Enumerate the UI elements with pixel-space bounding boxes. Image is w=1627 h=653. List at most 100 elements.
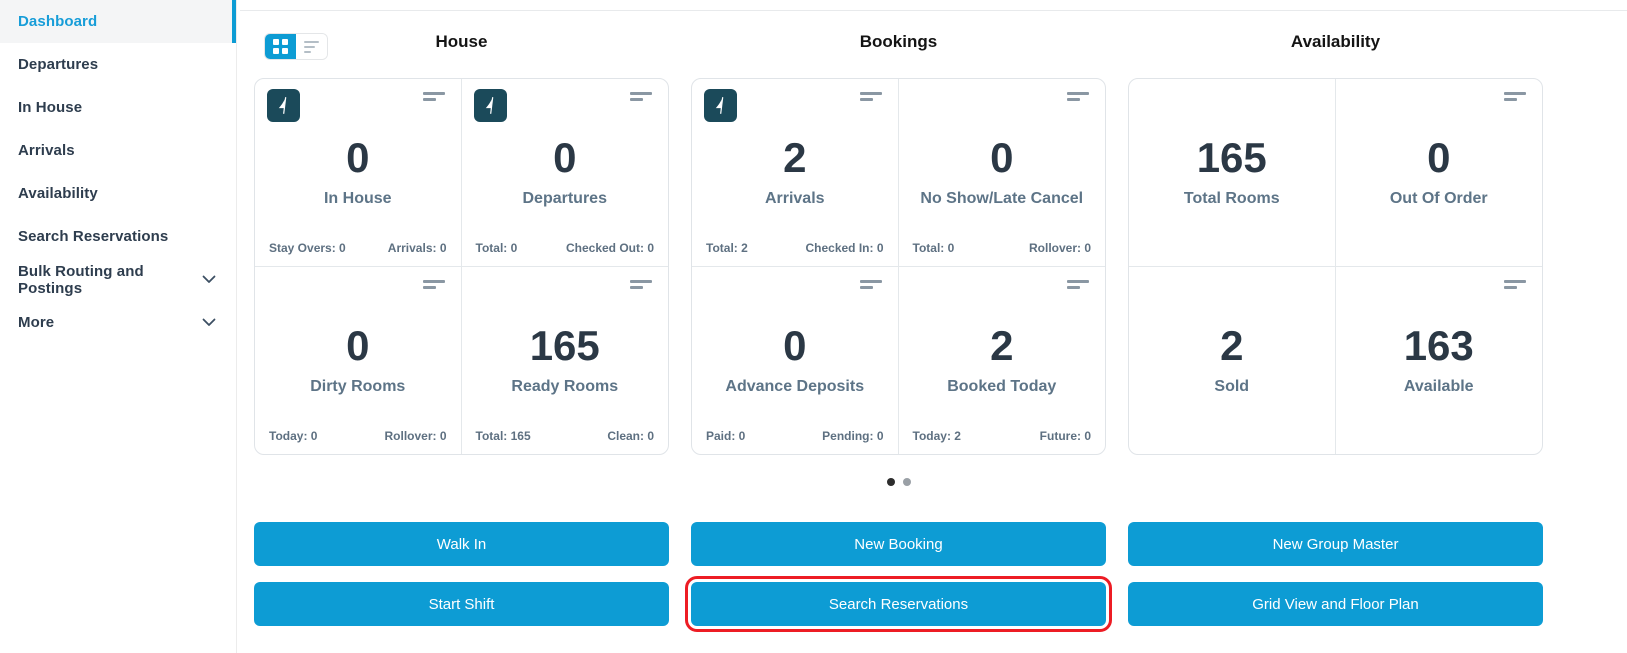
stat-label: Advance Deposits <box>725 377 865 395</box>
new-group-master-button[interactable]: New Group Master <box>1128 522 1543 566</box>
stat-card-ready-rooms[interactable]: 165 Ready Rooms Total: 165 Clean: 0 <box>462 267 669 455</box>
stat-card-arrivals[interactable]: 2 Arrivals Total: 2 Checked In: 0 <box>692 79 899 267</box>
view-mode-toggle <box>265 34 327 59</box>
sidebar-item-search-reservations[interactable]: Search Reservations <box>0 215 236 258</box>
carousel-pagination <box>254 478 1543 486</box>
chevron-down-icon <box>202 318 216 327</box>
brand-logo-icon <box>704 89 737 122</box>
sidebar-item-label: More <box>18 314 55 331</box>
stat-card-footer: Total: 2 Checked In: 0 <box>706 241 884 255</box>
stat-card-footer: Total: 0 Rollover: 0 <box>913 241 1092 255</box>
stat-label: In House <box>323 189 392 207</box>
stat-value: 0 <box>346 321 370 369</box>
stat-label: Out Of Order <box>1389 189 1488 207</box>
stat-card-footer: Total: 0 Checked Out: 0 <box>476 241 655 255</box>
stat-card-footer: Today: 0 Rollover: 0 <box>269 429 447 443</box>
new-booking-button[interactable]: New Booking <box>691 522 1106 566</box>
stat-label: Booked Today <box>947 377 1057 395</box>
section-house: House 0 In House Stay Overs: 0 Arrivals:… <box>254 0 669 455</box>
pagination-dot-1[interactable] <box>886 478 895 486</box>
stat-value: 0 <box>346 133 370 181</box>
footer-right: Checked Out: 0 <box>565 240 654 255</box>
drag-handle-icon[interactable] <box>859 279 882 289</box>
stat-card-footer: Total: 165 Clean: 0 <box>476 429 655 443</box>
footer-right: Arrivals: 0 <box>387 240 447 255</box>
stat-card-no-show-late-cancel[interactable]: 0 No Show/Late Cancel Total: 0 Rollover:… <box>898 79 1105 267</box>
grid-view-toggle-button[interactable] <box>265 34 296 59</box>
footer-right: Rollover: 0 <box>1028 240 1091 255</box>
grid-view-icon <box>273 39 288 54</box>
stat-card-footer: Paid: 0 Pending: 0 <box>706 429 884 443</box>
stat-card-sold[interactable]: 2 Sold <box>1129 266 1336 454</box>
stat-value: 2 <box>783 133 807 181</box>
dashboard-columns: House 0 In House Stay Overs: 0 Arrivals:… <box>254 0 1543 455</box>
sidebar-item-label: Arrivals <box>18 142 75 159</box>
walk-in-button[interactable]: Walk In <box>254 522 669 566</box>
stat-card-in-house[interactable]: 0 In House Stay Overs: 0 Arrivals: 0 <box>255 79 462 267</box>
section-bookings: Bookings 2 Arrivals Total: 2 Checked In:… <box>691 0 1106 455</box>
footer-right: Future: 0 <box>1039 429 1091 443</box>
pagination-dot-2[interactable] <box>902 478 911 486</box>
stat-label: Dirty Rooms <box>310 377 406 395</box>
section-title: Bookings <box>859 32 938 51</box>
list-view-icon <box>304 40 319 53</box>
stat-card-advance-deposits[interactable]: 0 Advance Deposits Paid: 0 Pending: 0 <box>692 266 899 454</box>
drag-handle-icon[interactable] <box>1504 279 1526 289</box>
sidebar-item-bulk-routing-and-postings[interactable]: Bulk Routing and Postings <box>0 258 236 301</box>
start-shift-button[interactable]: Start Shift <box>254 582 669 626</box>
availability-card-group: 165 Total Rooms 0 Out Of Order 2 Sold 16… <box>1128 78 1543 455</box>
bookings-card-group: 2 Arrivals Total: 2 Checked In: 0 0 No S… <box>691 78 1106 455</box>
sidebar-item-label: Departures <box>18 56 99 73</box>
sidebar-item-label: Bulk Routing and Postings <box>18 262 144 297</box>
sidebar-item-label: Search Reservations <box>18 228 169 245</box>
action-button-row-2: Start Shift Search Reservations Grid Vie… <box>254 576 1543 632</box>
drag-handle-icon[interactable] <box>1504 92 1526 101</box>
drag-handle-icon[interactable] <box>859 92 882 101</box>
sidebar-item-in-house[interactable]: In House <box>0 86 236 129</box>
stat-value: 0 <box>1427 133 1451 181</box>
stat-label: Sold <box>1214 377 1250 395</box>
stat-card-booked-today[interactable]: 2 Booked Today Today: 2 Future: 0 <box>899 267 1106 455</box>
drag-handle-icon[interactable] <box>422 92 445 101</box>
drag-handle-icon[interactable] <box>422 279 445 289</box>
sidebar-item-label: In House <box>18 99 83 116</box>
footer-right: Checked In: 0 <box>805 240 884 255</box>
grid-view-and-floor-plan-button[interactable]: Grid View and Floor Plan <box>1128 582 1543 626</box>
stat-value: 0 <box>990 133 1014 181</box>
stat-card-out-of-order[interactable]: 0 Out Of Order <box>1335 79 1542 267</box>
sidebar-item-arrivals[interactable]: Arrivals <box>0 129 236 172</box>
footer-left: Today: 2 <box>912 429 961 443</box>
action-button-row-1: Walk In New Booking New Group Master <box>254 522 1543 566</box>
drag-handle-icon[interactable] <box>1067 279 1089 289</box>
sidebar: Dashboard Departures In House Arrivals A… <box>0 0 237 653</box>
stat-value: 165 <box>1196 133 1267 181</box>
footer-left: Total: 2 <box>706 240 748 255</box>
footer-left: Total: 165 <box>475 429 531 443</box>
sidebar-item-departures[interactable]: Departures <box>0 43 236 86</box>
footer-left: Stay Overs: 0 <box>269 240 346 255</box>
sidebar-item-label: Dashboard <box>18 13 98 30</box>
stat-card-available[interactable]: 163 Available <box>1336 267 1543 455</box>
stat-label: Total Rooms <box>1183 189 1280 207</box>
dashboard-content: House 0 In House Stay Overs: 0 Arrivals:… <box>237 0 1627 653</box>
stat-card-total-rooms[interactable]: 165 Total Rooms <box>1129 79 1336 267</box>
brand-logo-icon <box>473 89 507 122</box>
stat-label: Available <box>1403 377 1474 395</box>
sidebar-item-dashboard[interactable]: Dashboard <box>0 0 236 43</box>
content-top-divider <box>240 10 1627 11</box>
footer-right: Pending: 0 <box>822 429 884 443</box>
drag-handle-icon[interactable] <box>630 279 652 289</box>
sidebar-item-more[interactable]: More <box>0 301 236 344</box>
drag-handle-icon[interactable] <box>630 92 652 101</box>
stat-card-departures[interactable]: 0 Departures Total: 0 Checked Out: 0 <box>461 79 668 267</box>
footer-left: Paid: 0 <box>706 429 746 443</box>
sidebar-item-availability[interactable]: Availability <box>0 172 236 215</box>
search-reservations-button[interactable]: Search Reservations <box>685 576 1112 632</box>
drag-handle-icon[interactable] <box>1067 92 1089 101</box>
list-view-toggle-button[interactable] <box>296 34 327 59</box>
stat-label: No Show/Late Cancel <box>920 189 1084 207</box>
stat-card-dirty-rooms[interactable]: 0 Dirty Rooms Today: 0 Rollover: 0 <box>255 266 462 454</box>
section-title: House <box>435 32 488 51</box>
footer-right: Rollover: 0 <box>384 429 447 443</box>
stat-value: 0 <box>783 321 807 369</box>
